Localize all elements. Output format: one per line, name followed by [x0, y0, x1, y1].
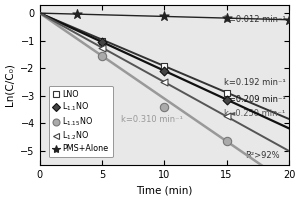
X-axis label: Time (min): Time (min)	[136, 185, 193, 195]
Text: k=0.209 min⁻¹: k=0.209 min⁻¹	[224, 95, 286, 104]
Point	[75, 13, 80, 16]
Point	[162, 69, 167, 72]
Text: k=0.310 min⁻¹: k=0.310 min⁻¹	[121, 115, 182, 124]
Text: k=0.012 min⁻¹: k=0.012 min⁻¹	[224, 15, 286, 24]
Point	[224, 115, 229, 118]
Point	[162, 64, 167, 68]
Point	[162, 105, 167, 108]
Point	[224, 98, 229, 102]
Point	[286, 18, 291, 21]
Text: R²>92%: R²>92%	[245, 151, 280, 160]
Text: k◄0.250 min⁻¹: k◄0.250 min⁻¹	[224, 109, 285, 118]
Point	[224, 16, 229, 20]
Point	[100, 46, 104, 49]
Text: k=0.192 min⁻¹: k=0.192 min⁻¹	[224, 78, 286, 87]
Point	[162, 80, 167, 84]
Point	[224, 140, 229, 143]
Legend: LNO, $\mathregular{L_{1.1}}$NO, $\mathregular{L_{1.15}}$NO, $\mathregular{L_{1.2: LNO, $\mathregular{L_{1.1}}$NO, $\mathre…	[49, 86, 112, 157]
Point	[100, 54, 104, 57]
Point	[162, 15, 167, 18]
Point	[224, 91, 229, 95]
Point	[100, 40, 104, 44]
Y-axis label: Ln(C/C₀): Ln(C/C₀)	[5, 63, 15, 106]
Point	[100, 39, 104, 42]
